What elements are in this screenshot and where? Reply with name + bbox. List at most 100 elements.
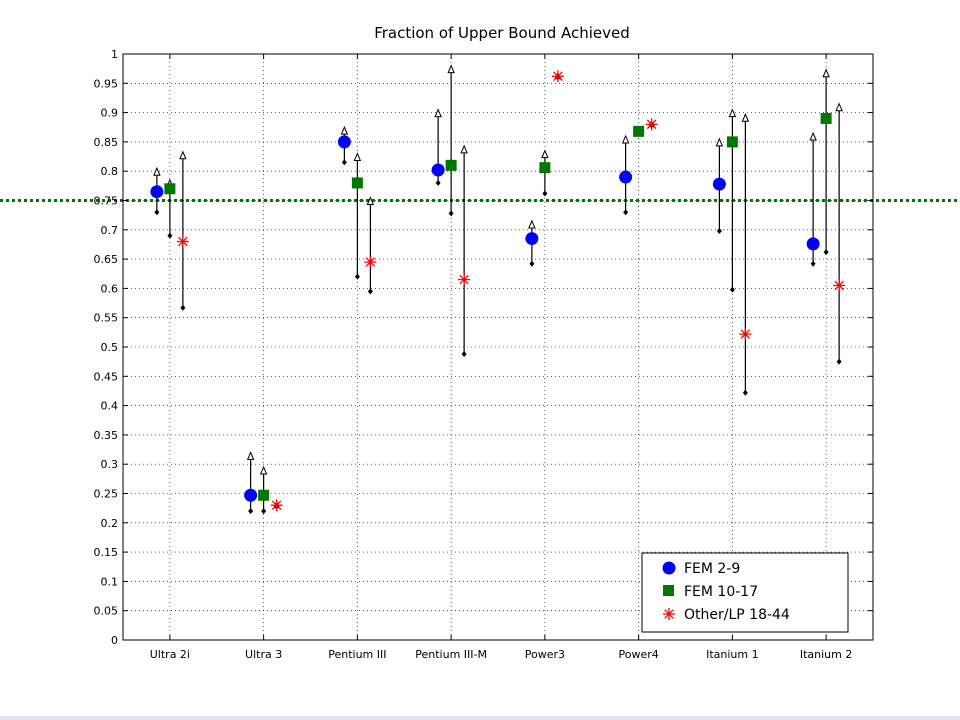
bottom-bar <box>0 716 960 720</box>
lower-bound-marker <box>341 159 347 166</box>
data-point-fem-2-9 <box>525 232 539 246</box>
y-tick-label: 0.2 <box>101 517 119 530</box>
legend-box <box>641 552 849 633</box>
legend-marker-fem-10-17 <box>663 585 674 596</box>
legend-label-fem-10-17: FEM 10-17 <box>684 584 758 600</box>
x-tick-label: Itanium 2 <box>800 648 853 661</box>
data-point-fem-2-9 <box>619 170 633 184</box>
lower-bound-marker <box>729 286 735 293</box>
data-point-fem-10-17 <box>539 162 551 174</box>
y-tick-label: 0.45 <box>94 370 119 383</box>
upper-bound-marker <box>822 68 830 78</box>
lower-bound-marker <box>810 260 816 267</box>
y-tick-label: 0 <box>111 634 118 647</box>
upper-bound-marker <box>259 465 268 475</box>
y-tick-label: 0.15 <box>94 546 119 559</box>
legend-star-glyph <box>663 608 675 620</box>
y-tick-label: 0.5 <box>101 341 119 354</box>
upper-bound-marker <box>809 131 817 141</box>
upper-bound-marker <box>541 149 549 159</box>
lower-bound-marker <box>180 304 186 311</box>
lower-bound-marker <box>461 351 467 358</box>
x-tick-label: Pentium III <box>328 648 386 661</box>
x-tick-label: Ultra 3 <box>245 648 282 661</box>
y-tick-label: 0.05 <box>94 605 119 618</box>
y-tick-label: 0.65 <box>94 253 119 266</box>
data-point-other-lp <box>551 70 564 83</box>
data-point-other-lp <box>364 256 377 269</box>
y-tick-label: 0.75 <box>94 195 119 208</box>
x-tick-label: Pentium III-M <box>415 648 487 661</box>
y-tick-label: 0.85 <box>94 136 119 149</box>
y-tick-label: 0.55 <box>94 312 119 325</box>
y-tick-label: 0.8 <box>101 165 119 178</box>
lower-bound-marker <box>529 260 535 267</box>
upper-bound-marker <box>153 166 161 176</box>
data-point-fem-10-17 <box>726 136 738 148</box>
lower-bound-marker <box>354 273 360 280</box>
lower-bound-marker <box>742 389 748 396</box>
data-point-other-lp <box>270 499 283 512</box>
upper-bound-marker <box>835 102 843 112</box>
data-point-other-lp <box>458 273 471 286</box>
y-tick-label: 0.9 <box>101 107 119 120</box>
data-point-other-lp <box>739 328 752 341</box>
data-point-fem-2-9 <box>337 135 351 149</box>
x-tick-label: Ultra 2i <box>150 648 190 661</box>
y-tick-label: 0.95 <box>94 77 119 90</box>
x-tick-label: Power3 <box>525 648 565 661</box>
data-point-fem-10-17 <box>258 489 270 501</box>
upper-bound-marker <box>434 108 442 118</box>
y-axis-ticks: 0 0.05 0.1 0.15 0.2 0.25 0.3 0.35 0.4 0.45 0.5 0.55… <box>94 48 873 647</box>
lower-bound-marker <box>261 508 267 515</box>
upper-bound-marker <box>353 152 362 162</box>
upper-bound-marker <box>621 134 630 144</box>
x-tick-label: Power4 <box>618 648 658 661</box>
data-point-fem-10-17 <box>820 112 832 124</box>
upper-bound-marker <box>447 64 455 74</box>
upper-bound-marker <box>179 150 187 160</box>
lower-bound-marker <box>623 209 629 216</box>
grid-lines <box>123 54 873 640</box>
y-tick-label: 0.1 <box>101 575 119 588</box>
y-tick-label: 0.7 <box>101 224 119 237</box>
y-tick-label: 0.6 <box>101 282 119 295</box>
upper-bound-marker <box>366 196 375 205</box>
data-point-fem-2-9 <box>431 163 445 177</box>
upper-bound-marker <box>340 125 349 135</box>
data-point-fem-10-17 <box>164 183 176 195</box>
lower-bound-marker <box>448 210 454 217</box>
lower-bound-marker <box>248 508 254 515</box>
data-point-fem-10-17 <box>445 159 457 171</box>
lower-bound-marker <box>542 190 548 197</box>
lower-bound-marker <box>435 179 441 186</box>
chart-title: Fraction of Upper Bound Achieved <box>374 24 630 42</box>
upper-bound-marker <box>728 108 737 118</box>
legend-label-fem-2-9: FEM 2-9 <box>684 561 740 577</box>
data-point-fem-10-17 <box>633 125 645 137</box>
y-tick-label: 0.35 <box>94 429 119 442</box>
upper-bound-marker <box>715 137 724 147</box>
lower-bound-marker <box>367 288 373 295</box>
data-point-fem-2-9 <box>806 237 820 251</box>
legend-label-other-lp: Other/LP 18-44 <box>684 607 790 623</box>
lower-bound-marker <box>154 209 160 216</box>
data-point-other-lp <box>176 235 189 248</box>
data-point-other-lp <box>645 118 658 131</box>
y-tick-label: 0.3 <box>101 458 119 471</box>
upper-bound-marker <box>528 219 536 229</box>
legend: FEM 2-9 FEM 10-17 Other/LP 18-44 <box>641 552 849 633</box>
lower-bound-marker <box>823 249 829 256</box>
data-point-fem-2-9 <box>244 488 258 502</box>
data-marks <box>150 64 846 515</box>
x-tick-label: Itanium 1 <box>706 648 759 661</box>
data-point-other-lp <box>833 279 846 292</box>
x-axis-ticks: Ultra 2i Ultra 3 Pentium III Pentium III-M P… <box>150 54 853 661</box>
upper-bound-marker <box>246 451 255 460</box>
y-tick-label: 0.4 <box>101 400 119 413</box>
data-point-fem-2-9 <box>150 185 164 199</box>
upper-bound-marker <box>460 144 468 154</box>
y-tick-label: 0.25 <box>94 488 119 501</box>
y-tick-label: 1 <box>111 48 118 61</box>
